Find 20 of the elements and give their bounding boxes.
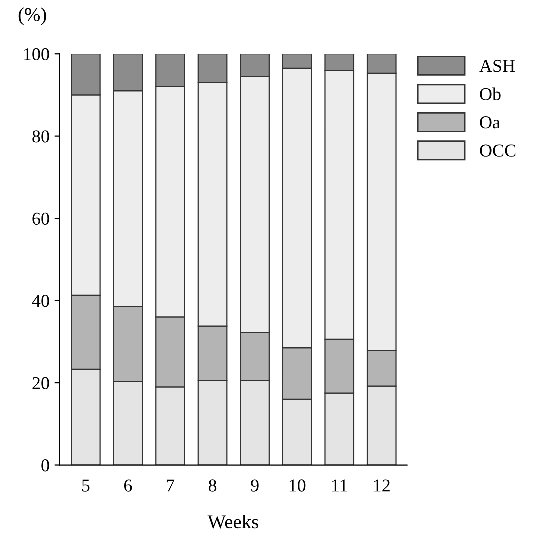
- legend-label: Ob: [480, 88, 501, 100]
- y-tick-label: 0: [42, 460, 50, 472]
- y-tick-label: 60: [32, 212, 50, 226]
- y-tick-label: 100: [24, 48, 50, 61]
- y-tick-label: 40: [32, 295, 50, 308]
- x-tick-label: 9: [251, 480, 259, 492]
- y-axis-title: (%): [18, 8, 46, 26]
- x-tick-label: 11: [332, 480, 348, 492]
- x-tick-label: 12: [374, 480, 390, 492]
- x-axis-title: Weeks: [208, 514, 258, 529]
- x-tick-label: 6: [124, 480, 132, 492]
- y-tick-label: 80: [32, 130, 50, 143]
- legend-label: OCC: [480, 144, 516, 157]
- legend-label: ASH: [480, 60, 516, 72]
- x-tick-label: 10: [290, 480, 306, 492]
- x-tick-label: 8: [208, 480, 217, 492]
- legend-label: Oa: [480, 116, 500, 129]
- y-tick-label: 20: [32, 377, 50, 390]
- x-tick-label: 7: [167, 480, 174, 492]
- x-tick-label: 5: [82, 480, 90, 492]
